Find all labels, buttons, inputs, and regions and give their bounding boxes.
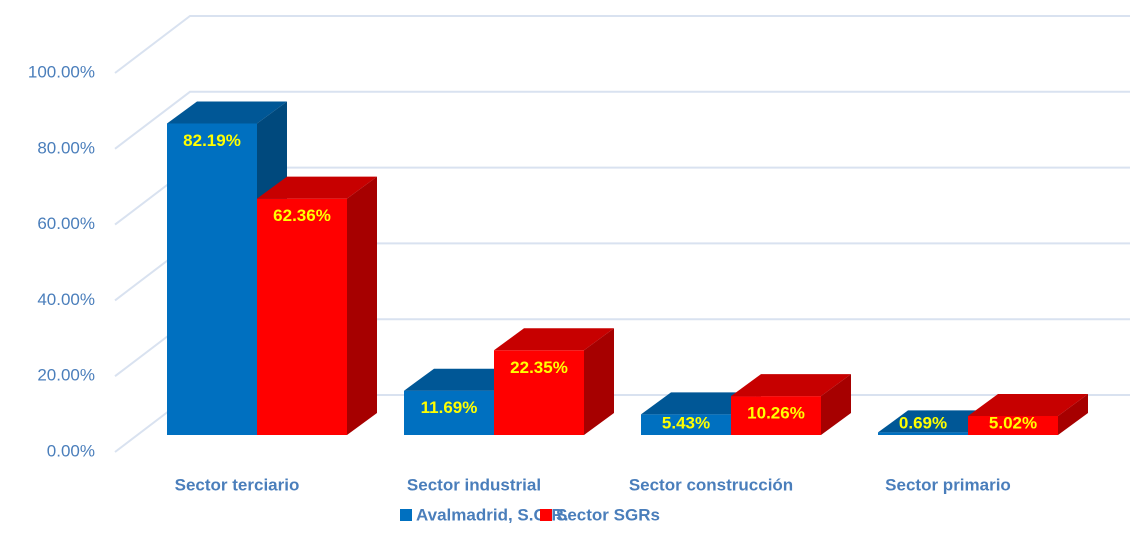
y-tick-label: 20.00%	[37, 366, 95, 385]
value-label: 82.19%	[183, 131, 241, 150]
legend-swatch	[400, 509, 412, 521]
grid-line	[114, 90, 1130, 150]
bar-top	[731, 374, 851, 397]
bar-top	[167, 101, 287, 124]
bar-top	[257, 176, 377, 199]
y-tick-label: 100.00%	[28, 62, 95, 81]
value-label: 0.69%	[899, 413, 947, 432]
value-label: 5.43%	[662, 413, 710, 432]
bar-side	[821, 374, 851, 435]
value-label: 11.69%	[421, 398, 478, 417]
bar-top	[968, 393, 1088, 416]
bar	[731, 396, 821, 435]
bar	[167, 123, 257, 435]
legend-label: Sector SGRs	[556, 505, 660, 524]
value-label: 62.36%	[273, 206, 331, 225]
y-tick-label: 40.00%	[37, 290, 95, 309]
bar	[257, 198, 347, 435]
bar	[494, 350, 584, 435]
bar	[878, 432, 968, 435]
y-tick-label: 60.00%	[37, 214, 95, 233]
x-tick-label: Sector construcción	[629, 475, 793, 494]
bar-side	[347, 176, 377, 436]
bar	[968, 415, 1058, 435]
x-tick-label: Sector terciario	[175, 475, 300, 494]
x-tick-label: Sector primario	[885, 475, 1011, 494]
x-tick-label: Sector industrial	[407, 475, 541, 494]
grid-line	[114, 15, 1130, 74]
legend-swatch	[540, 509, 552, 521]
bar-side	[584, 328, 614, 435]
bar	[641, 414, 731, 435]
bar-side	[1058, 393, 1088, 435]
legend-label: Avalmadrid, S.G.R.	[416, 505, 568, 524]
bar	[404, 390, 494, 435]
y-tick-label: 0.00%	[47, 441, 95, 460]
bar-top	[494, 328, 614, 351]
value-label: 10.26%	[747, 404, 805, 423]
y-tick-label: 80.00%	[37, 138, 95, 157]
value-label: 5.02%	[989, 413, 1037, 432]
value-label: 22.35%	[510, 358, 568, 377]
